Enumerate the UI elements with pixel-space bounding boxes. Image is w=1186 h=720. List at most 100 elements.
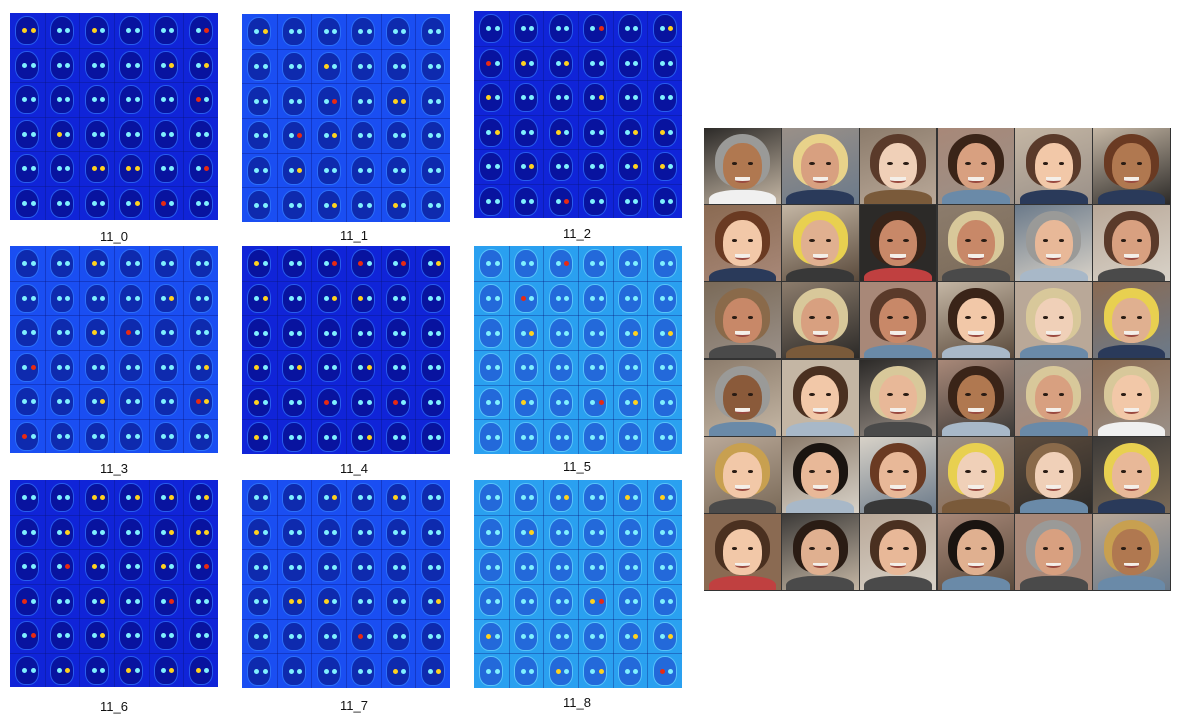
face-portrait bbox=[704, 282, 781, 359]
face-portrait bbox=[704, 205, 781, 282]
heatmap-hotspot bbox=[134, 166, 140, 172]
heatmap-gridline bbox=[474, 584, 682, 585]
heatmap-hotspot bbox=[564, 495, 570, 501]
heatmap-cell bbox=[480, 553, 503, 581]
heatmap-hotspot bbox=[358, 330, 364, 336]
heatmap-cell bbox=[480, 354, 503, 382]
heatmap-gridline bbox=[415, 14, 417, 222]
heatmap-hotspot bbox=[393, 330, 399, 336]
heatmap-hotspot bbox=[169, 200, 175, 206]
heatmap-gridline bbox=[474, 114, 682, 116]
heatmap-hotspot bbox=[564, 95, 570, 101]
heatmap-hotspot bbox=[555, 164, 561, 170]
heatmap-cell bbox=[352, 284, 375, 312]
heatmap-hotspot bbox=[555, 529, 561, 535]
heatmap-cell bbox=[584, 518, 607, 546]
heatmap-hotspot bbox=[100, 633, 106, 639]
heatmap-hotspot bbox=[564, 164, 570, 170]
heatmap-hotspot bbox=[30, 529, 36, 535]
heatmap-hotspot bbox=[195, 28, 201, 34]
heatmap-hotspot bbox=[134, 667, 140, 673]
heatmap-hotspot bbox=[65, 97, 71, 103]
heatmap-hotspot bbox=[332, 599, 338, 605]
heatmap-cell bbox=[584, 484, 607, 512]
heatmap-hotspot bbox=[195, 166, 201, 172]
heatmap-hotspot bbox=[65, 295, 71, 301]
heatmap-gridline bbox=[380, 480, 382, 688]
heatmap-cell bbox=[480, 484, 503, 512]
heatmap-gridline bbox=[242, 514, 450, 516]
heatmap-hotspot bbox=[126, 97, 132, 103]
heatmap-hotspot bbox=[555, 60, 561, 66]
face-portrait bbox=[781, 359, 859, 436]
heatmap-cell bbox=[248, 87, 271, 115]
heatmap-hotspot bbox=[254, 295, 260, 301]
face-portrait bbox=[781, 205, 859, 282]
heatmap-hotspot bbox=[332, 330, 338, 336]
heatmap-cell bbox=[120, 189, 143, 217]
heatmap-gridline bbox=[380, 246, 382, 454]
heatmap-hotspot bbox=[134, 633, 140, 639]
heatmap-hotspot bbox=[297, 133, 303, 139]
heatmap-hotspot bbox=[401, 495, 407, 501]
heatmap-cell bbox=[584, 284, 607, 312]
heatmap-hotspot bbox=[297, 399, 303, 405]
face-portrait bbox=[859, 513, 937, 590]
heatmap-hotspot bbox=[436, 202, 442, 208]
heatmap-hotspot bbox=[332, 63, 338, 69]
heatmap-hotspot bbox=[436, 564, 442, 570]
heatmap-cell bbox=[584, 657, 607, 685]
heatmap-cell bbox=[584, 250, 607, 278]
heatmap-hotspot bbox=[625, 495, 631, 501]
heatmap-hotspot bbox=[625, 95, 631, 101]
heatmap-hotspot bbox=[126, 529, 132, 535]
heatmap-hotspot bbox=[427, 167, 433, 173]
heatmap-hotspot bbox=[427, 261, 433, 267]
heatmap-cell bbox=[120, 17, 143, 45]
heatmap-gridline bbox=[415, 246, 417, 454]
heatmap-hotspot bbox=[521, 295, 527, 301]
heatmap-hotspot bbox=[555, 365, 561, 371]
heatmap-hotspot bbox=[30, 364, 36, 370]
heatmap-hotspot bbox=[427, 365, 433, 371]
heatmap-hotspot bbox=[254, 133, 260, 139]
heatmap-cell bbox=[584, 588, 607, 616]
heatmap-hotspot bbox=[521, 495, 527, 501]
heatmap-hotspot bbox=[91, 261, 97, 267]
heatmap-hotspot bbox=[22, 28, 28, 34]
heatmap-hotspot bbox=[590, 529, 596, 535]
heatmap-hotspot bbox=[358, 261, 364, 267]
heatmap-hotspot bbox=[289, 668, 295, 674]
heatmap-hotspot bbox=[332, 399, 338, 405]
heatmap-cell bbox=[480, 84, 503, 112]
heatmap-hotspot bbox=[659, 330, 665, 336]
heatmap-hotspot bbox=[358, 668, 364, 674]
heatmap-gridline bbox=[114, 13, 115, 220]
heatmap-hotspot bbox=[323, 434, 329, 440]
heatmap-gridline bbox=[10, 652, 218, 654]
heatmap-hotspot bbox=[91, 399, 97, 405]
heatmap-gridline bbox=[474, 618, 682, 620]
heatmap-hotspot bbox=[401, 599, 407, 605]
heatmap-hotspot bbox=[529, 633, 535, 639]
heatmap-hotspot bbox=[30, 200, 36, 206]
heatmap-hotspot bbox=[590, 668, 596, 674]
heatmap-hotspot bbox=[393, 668, 399, 674]
heatmap-hotspot bbox=[659, 261, 665, 267]
face-portrait bbox=[704, 359, 781, 436]
heatmap-hotspot bbox=[22, 633, 28, 639]
heatmap-hotspot bbox=[494, 365, 500, 371]
heatmap-hotspot bbox=[289, 202, 295, 208]
heatmap-gridline bbox=[10, 116, 218, 118]
heatmap-hotspot bbox=[358, 98, 364, 104]
heatmap-hotspot bbox=[659, 633, 665, 639]
heatmap-hotspot bbox=[195, 330, 201, 336]
heatmap-cell bbox=[480, 15, 503, 43]
heatmap-hotspot bbox=[126, 166, 132, 172]
heatmap-gridline bbox=[474, 384, 682, 386]
heatmap-hotspot bbox=[358, 434, 364, 440]
heatmap-hotspot bbox=[358, 365, 364, 371]
heatmap-hotspot bbox=[427, 599, 433, 605]
heatmap-hotspot bbox=[564, 198, 570, 204]
heatmap-hotspot bbox=[126, 131, 132, 137]
